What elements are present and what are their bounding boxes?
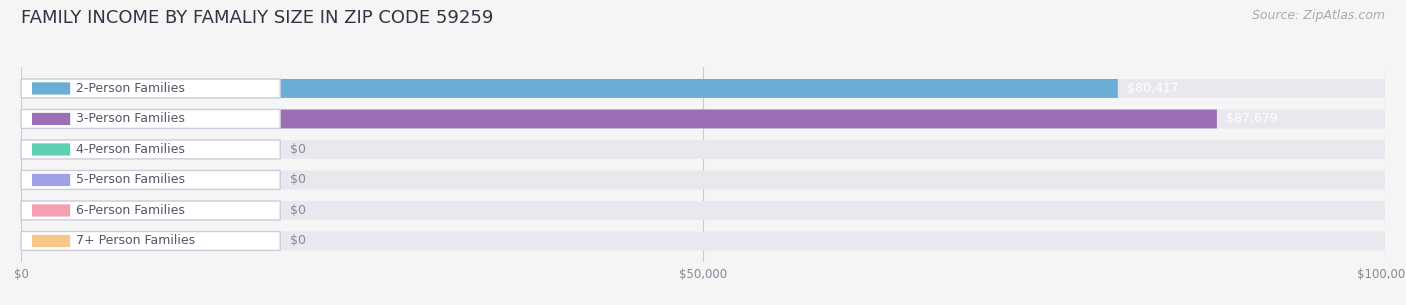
Text: 5-Person Families: 5-Person Families — [76, 174, 184, 186]
FancyBboxPatch shape — [21, 109, 1216, 128]
FancyBboxPatch shape — [32, 113, 70, 125]
Text: 3-Person Families: 3-Person Families — [76, 113, 184, 125]
Text: $0: $0 — [290, 143, 305, 156]
Text: $0: $0 — [290, 204, 305, 217]
FancyBboxPatch shape — [21, 201, 280, 220]
FancyBboxPatch shape — [32, 143, 70, 156]
Text: 6-Person Families: 6-Person Families — [76, 204, 184, 217]
FancyBboxPatch shape — [21, 79, 280, 98]
FancyBboxPatch shape — [21, 79, 1118, 98]
Text: 7+ Person Families: 7+ Person Families — [76, 235, 195, 247]
FancyBboxPatch shape — [21, 109, 280, 128]
FancyBboxPatch shape — [21, 231, 1385, 250]
FancyBboxPatch shape — [21, 140, 1385, 159]
FancyBboxPatch shape — [21, 109, 1385, 128]
Text: Source: ZipAtlas.com: Source: ZipAtlas.com — [1251, 9, 1385, 22]
Text: $87,679: $87,679 — [1226, 113, 1278, 125]
FancyBboxPatch shape — [21, 170, 1385, 189]
FancyBboxPatch shape — [21, 201, 1385, 220]
Text: 4-Person Families: 4-Person Families — [76, 143, 184, 156]
FancyBboxPatch shape — [21, 79, 1385, 98]
Text: $0: $0 — [290, 174, 305, 186]
Text: FAMILY INCOME BY FAMALIY SIZE IN ZIP CODE 59259: FAMILY INCOME BY FAMALIY SIZE IN ZIP COD… — [21, 9, 494, 27]
FancyBboxPatch shape — [21, 231, 280, 250]
Text: $0: $0 — [290, 235, 305, 247]
FancyBboxPatch shape — [32, 204, 70, 217]
FancyBboxPatch shape — [21, 170, 280, 189]
FancyBboxPatch shape — [32, 235, 70, 247]
FancyBboxPatch shape — [32, 82, 70, 95]
FancyBboxPatch shape — [32, 174, 70, 186]
Text: $80,417: $80,417 — [1128, 82, 1180, 95]
Text: 2-Person Families: 2-Person Families — [76, 82, 184, 95]
FancyBboxPatch shape — [21, 140, 280, 159]
